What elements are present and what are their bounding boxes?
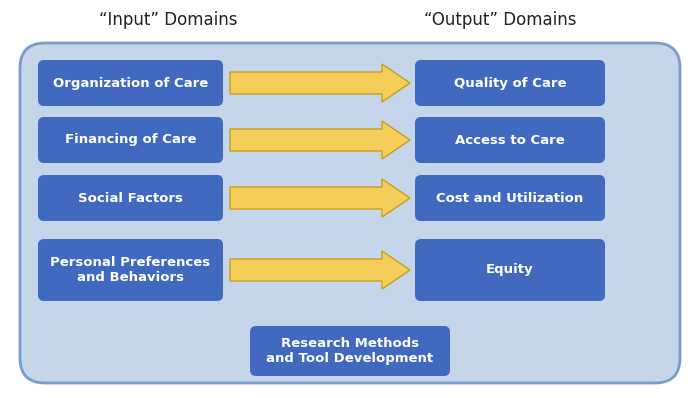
FancyBboxPatch shape — [415, 60, 605, 106]
Text: Personal Preferences
and Behaviors: Personal Preferences and Behaviors — [50, 256, 211, 284]
Text: Access to Care: Access to Care — [455, 133, 565, 146]
FancyBboxPatch shape — [415, 175, 605, 221]
Text: Cost and Utilization: Cost and Utilization — [436, 191, 584, 205]
FancyBboxPatch shape — [38, 117, 223, 163]
Text: “Output” Domains: “Output” Domains — [424, 11, 576, 29]
Text: “Input” Domains: “Input” Domains — [99, 11, 237, 29]
FancyBboxPatch shape — [20, 43, 680, 383]
FancyBboxPatch shape — [38, 239, 223, 301]
FancyBboxPatch shape — [415, 117, 605, 163]
Text: Research Methods
and Tool Development: Research Methods and Tool Development — [267, 337, 433, 365]
Text: Equity: Equity — [486, 263, 534, 277]
Polygon shape — [230, 251, 410, 289]
Text: Financing of Care: Financing of Care — [64, 133, 196, 146]
Text: Quality of Care: Quality of Care — [454, 76, 566, 90]
Text: Social Factors: Social Factors — [78, 191, 183, 205]
FancyBboxPatch shape — [415, 239, 605, 301]
FancyBboxPatch shape — [38, 60, 223, 106]
Text: Organization of Care: Organization of Care — [53, 76, 208, 90]
FancyBboxPatch shape — [250, 326, 450, 376]
Polygon shape — [230, 179, 410, 217]
Polygon shape — [230, 121, 410, 159]
Polygon shape — [230, 64, 410, 102]
FancyBboxPatch shape — [38, 175, 223, 221]
